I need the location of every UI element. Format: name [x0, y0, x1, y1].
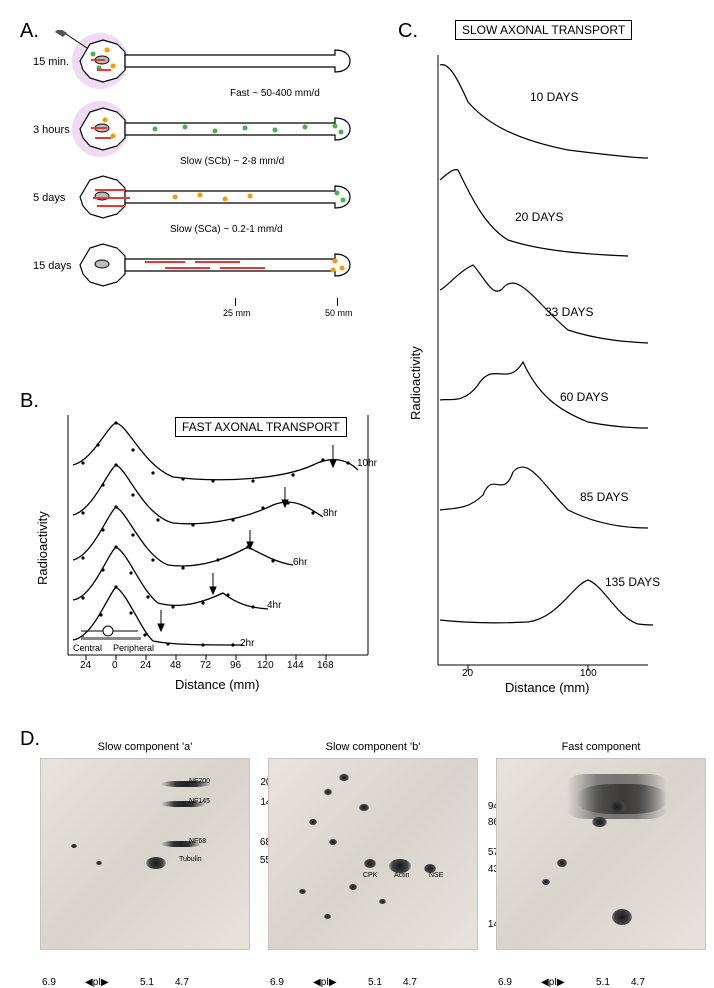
scb-s9 — [379, 899, 386, 904]
rate-fast: Fast ~ 50-400 mm/d — [230, 88, 320, 99]
panel-c-xlabel: Distance (mm) — [505, 680, 590, 695]
fast-s4 — [542, 879, 550, 885]
panel-c-ylabel: Radioactivity — [408, 346, 423, 420]
scb-nse-l: NSE — [429, 872, 443, 879]
pi-69-b: 6.9 — [270, 977, 284, 988]
scale-50: 50 mm — [325, 308, 353, 318]
scb-s3 — [359, 804, 369, 811]
b-xtick-5: 96 — [230, 660, 241, 671]
sca-nf68: NF68 — [189, 838, 206, 845]
b-xtick-6: 120 — [257, 660, 274, 671]
fast-s2 — [592, 817, 607, 827]
gel-scb: Slow component 'b' 94 86 57 43 14 CPK Ac… — [268, 758, 478, 950]
pi-arrow-a: ◀pI▶ — [85, 977, 109, 988]
gel-sca: Slow component 'a' 200 145 68 55 NF200 N… — [40, 758, 250, 950]
time-15min: 15 min. — [33, 56, 69, 68]
scb-s7 — [324, 914, 331, 919]
gel-scb-title: Slow component 'b' — [269, 741, 477, 753]
neuron-15d — [35, 234, 375, 296]
neuron-3h — [35, 98, 375, 160]
scb-actin — [389, 859, 411, 873]
c-trace-20: 20 DAYS — [515, 210, 563, 224]
sca-tub: Tubulin — [179, 856, 202, 863]
pi-arrow-c: ◀pI▶ — [541, 977, 565, 988]
pi-47-b: 4.7 — [403, 977, 417, 988]
scb-s8 — [349, 884, 357, 890]
rate-sca: Slow (SCa) ~ 0.2-1 mm/d — [170, 224, 283, 235]
b-xtick-2: 24 — [140, 660, 151, 671]
panel-b-plot — [53, 405, 378, 665]
pi-lbl-b: pI — [321, 977, 329, 988]
gel-sca-title: Slow component 'a' — [41, 741, 249, 753]
gel-fast-title: Fast component — [497, 741, 705, 753]
scb-actin-l: Actin — [394, 872, 410, 879]
pi-69-a: 6.9 — [42, 977, 56, 988]
scb-s6 — [299, 889, 306, 894]
time-15d: 15 days — [33, 260, 72, 272]
scale-tick-25 — [235, 298, 238, 306]
scb-s4 — [309, 819, 317, 825]
panel-d: Slow component 'a' 200 145 68 55 NF200 N… — [30, 740, 690, 970]
scb-s2 — [324, 789, 332, 795]
scb-s1 — [339, 774, 349, 781]
b-trace-10: 10hr — [357, 458, 377, 469]
c-xtick-100: 100 — [580, 668, 597, 679]
gel-fast: Fast component 94 86 14 — [496, 758, 706, 950]
spot-minor2 — [96, 861, 102, 865]
time-5d: 5 days — [33, 192, 65, 204]
time-3h: 3 hours — [33, 124, 70, 136]
panel-a: 15 min. 3 hours Fast ~ 50-400 mm/d — [35, 30, 375, 310]
panel-c-title: SLOW AXONAL TRANSPORT — [455, 20, 632, 40]
b-xtick-1: 0 — [112, 660, 118, 671]
b-peripheral: Peripheral — [113, 643, 154, 653]
panel-b-xlabel: Distance (mm) — [175, 677, 260, 692]
b-xtick-7: 144 — [287, 660, 304, 671]
pi-69-c: 6.9 — [498, 977, 512, 988]
c-trace-33: 33 DAYS — [545, 305, 593, 319]
pi-47-a: 4.7 — [175, 977, 189, 988]
pi-51-b: 5.1 — [368, 977, 382, 988]
c-trace-85: 85 DAYS — [580, 490, 628, 504]
b-central: Central — [73, 643, 102, 653]
sca-nf145: NF145 — [189, 798, 210, 805]
scb-s5 — [329, 839, 337, 845]
rate-scb: Slow (SCb) ~ 2-8 mm/d — [180, 156, 284, 167]
spot-tubulin — [146, 857, 166, 869]
b-trace-2: 2hr — [240, 638, 254, 649]
panel-b: FAST AXONAL TRANSPORT Radioactivity Dist… — [35, 405, 375, 695]
pi-47-c: 4.7 — [631, 977, 645, 988]
pi-51-c: 5.1 — [596, 977, 610, 988]
c-xtick-20: 20 — [462, 668, 473, 679]
neuron-5d — [35, 166, 375, 228]
b-xtick-8: 168 — [317, 660, 334, 671]
b-xtick-0: 24 — [80, 660, 91, 671]
scb-cpk-l: CPK — [363, 872, 377, 879]
pi-arrow-b: ◀pI▶ — [313, 977, 337, 988]
scb-cpk — [364, 859, 376, 868]
spot-minor1 — [71, 844, 77, 848]
b-trace-8: 8hr — [323, 508, 337, 519]
c-trace-135: 135 DAYS — [605, 575, 660, 589]
pi-51-a: 5.1 — [140, 977, 154, 988]
pi-lbl-a: pI — [93, 977, 101, 988]
scale-tick-50 — [337, 298, 340, 306]
fast-s5 — [612, 909, 632, 925]
b-xtick-4: 72 — [200, 660, 211, 671]
c-trace-10: 10 DAYS — [530, 90, 578, 104]
b-trace-4: 4hr — [267, 600, 281, 611]
neuron-15min — [35, 30, 375, 92]
b-xtick-3: 48 — [170, 660, 181, 671]
figure-page: A. B. C. D. 15 min. — [0, 0, 714, 984]
fast-s3 — [557, 859, 567, 867]
sca-nf200: NF200 — [189, 778, 210, 785]
c-trace-60: 60 DAYS — [560, 390, 608, 404]
pi-lbl-c: pI — [549, 977, 557, 988]
scale-25: 25 mm — [223, 308, 251, 318]
fast-s1 — [607, 801, 627, 813]
panel-b-ylabel: Radioactivity — [35, 511, 50, 585]
b-trace-6: 6hr — [293, 557, 307, 568]
panel-c: SLOW AXONAL TRANSPORT Radioactivity Dist… — [410, 20, 690, 700]
